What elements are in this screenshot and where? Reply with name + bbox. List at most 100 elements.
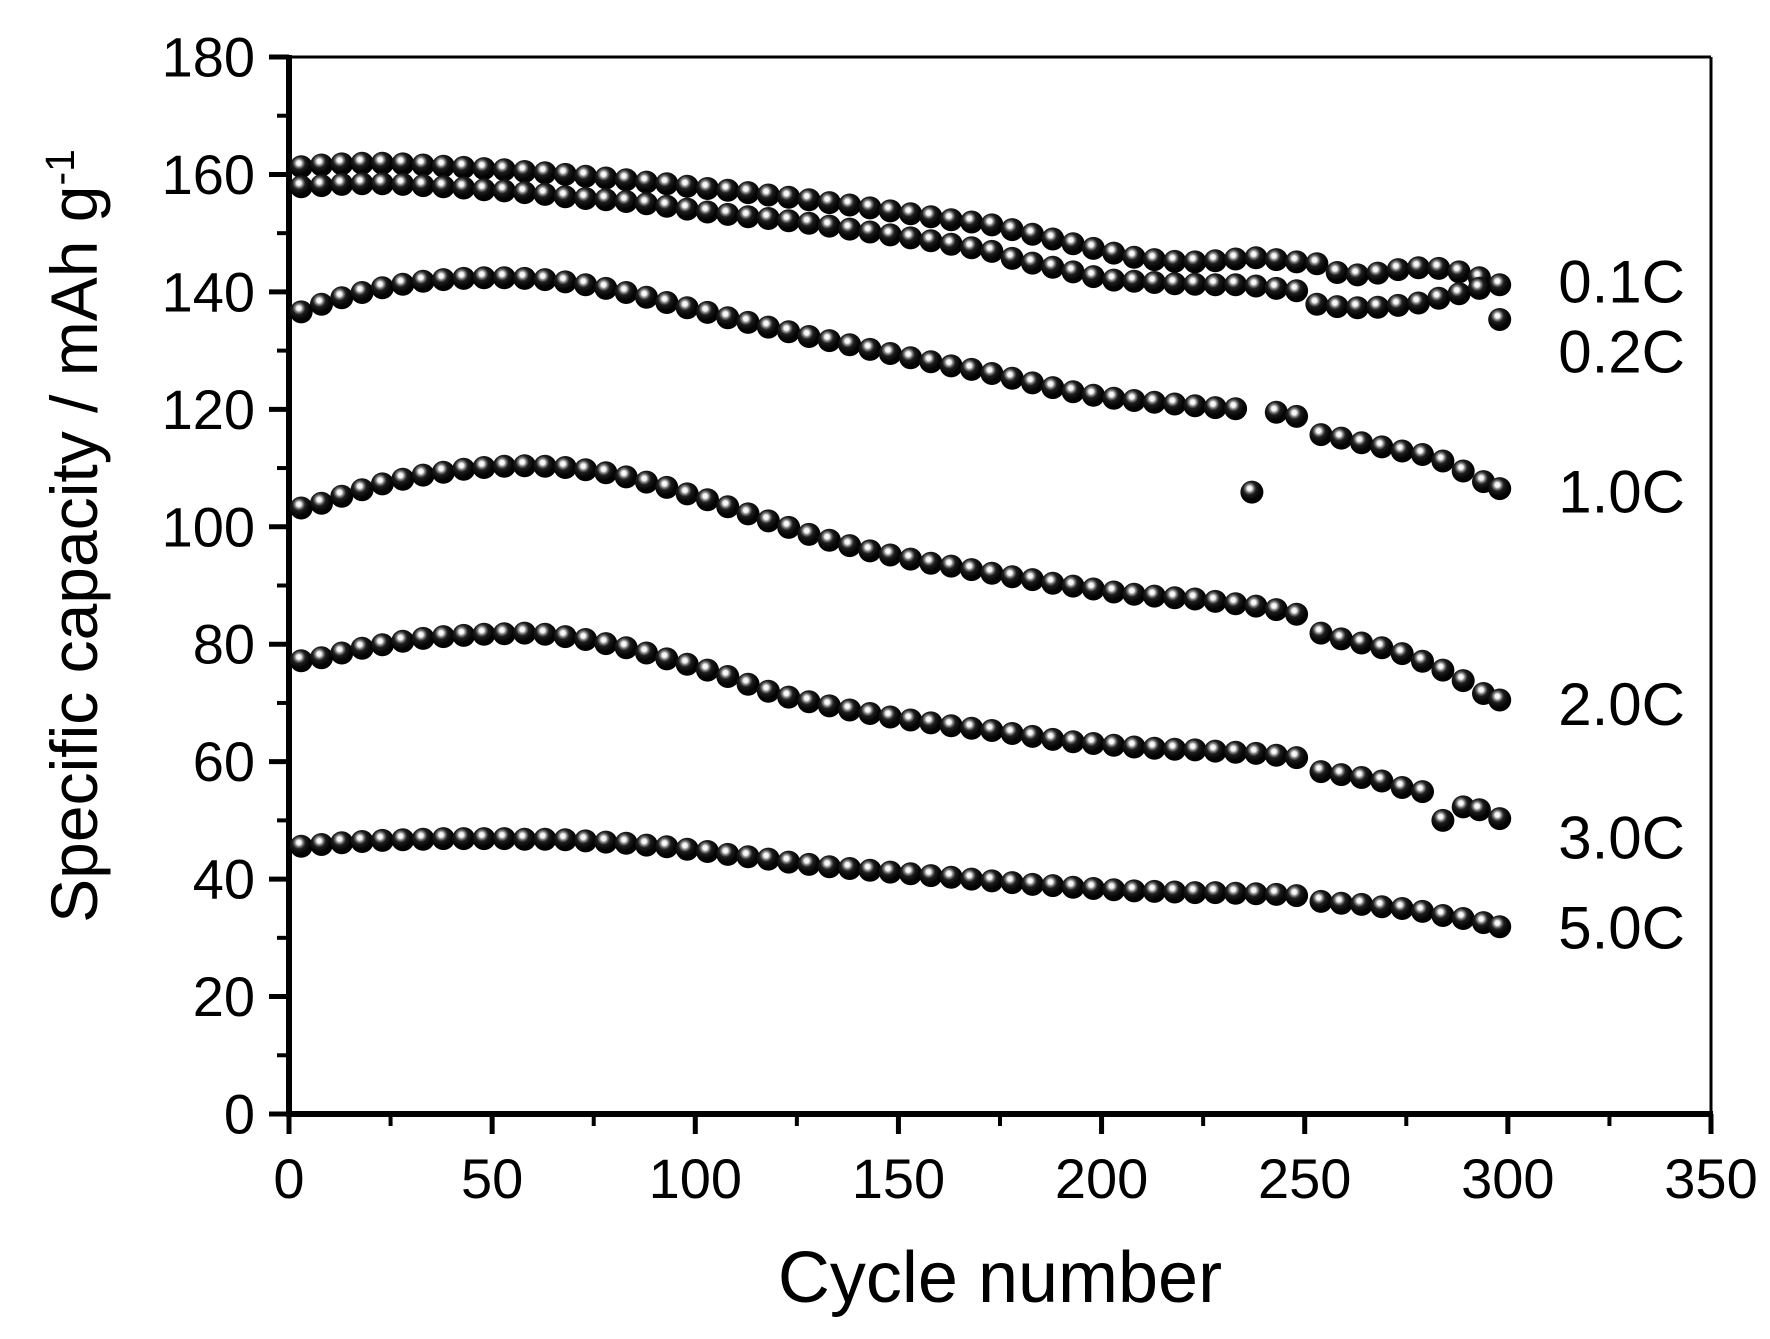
data-point (1203, 881, 1227, 905)
data-point (492, 266, 516, 290)
data-point (777, 850, 801, 874)
data-point (1081, 877, 1105, 900)
data-point (411, 174, 435, 198)
data-point (817, 528, 841, 552)
data-point (1061, 730, 1085, 754)
data-point (1203, 589, 1227, 613)
data-point (289, 155, 313, 179)
y-tick-label: 40 (193, 848, 255, 911)
data-point (1350, 766, 1374, 789)
data-point (635, 833, 658, 857)
data-point (553, 185, 577, 209)
data-point (1329, 891, 1353, 915)
data-point (1122, 582, 1146, 606)
data-point (1411, 649, 1434, 673)
data-point (1122, 245, 1146, 269)
data-point (1081, 577, 1105, 601)
data-point (391, 172, 415, 196)
data-point (736, 845, 760, 869)
data-point (696, 488, 719, 512)
data-point (1021, 872, 1044, 896)
data-point (1366, 261, 1390, 285)
data-point (533, 454, 557, 478)
data-point (1427, 256, 1451, 280)
data-point (1244, 594, 1268, 618)
data-point (1142, 271, 1166, 294)
data-point (1447, 260, 1471, 284)
data-point (289, 649, 313, 673)
data-point (411, 269, 435, 293)
data-point (838, 857, 862, 880)
data-point (817, 694, 841, 718)
data-point (1081, 236, 1105, 260)
data-point (1488, 688, 1512, 712)
data-point (756, 183, 780, 207)
data-point (1183, 881, 1207, 905)
data-point (492, 158, 516, 182)
y-tick-label: 100 (162, 495, 255, 558)
data-point (1390, 439, 1414, 463)
data-point (1386, 258, 1410, 282)
data-point (858, 220, 882, 244)
data-point (1224, 881, 1248, 905)
data-point (675, 837, 699, 861)
data-point (431, 175, 455, 199)
y-tick-label: 80 (193, 613, 255, 676)
data-point (1061, 260, 1085, 284)
data-point (1041, 571, 1065, 595)
data-point (614, 281, 638, 304)
data-point (1041, 874, 1065, 898)
data-point (838, 534, 862, 558)
data-point (1325, 295, 1349, 319)
data-point (858, 702, 882, 725)
data-point (452, 827, 476, 851)
y-tick-label: 60 (193, 730, 255, 793)
data-point (1244, 274, 1268, 298)
y-tick-label: 160 (162, 143, 255, 206)
x-tick-label: 250 (1258, 1147, 1351, 1210)
data-point (1305, 292, 1329, 316)
data-point (1203, 739, 1227, 763)
data-point (838, 698, 862, 722)
data-point (431, 460, 455, 484)
y-tick-label: 140 (162, 260, 255, 323)
data-point (960, 867, 984, 891)
data-point (431, 268, 455, 292)
data-point (1451, 907, 1475, 930)
data-point (1386, 293, 1410, 317)
data-point (533, 161, 557, 185)
data-point (553, 625, 577, 649)
data-point (370, 151, 394, 175)
data-point (919, 551, 943, 575)
data-point (797, 852, 821, 876)
data-point (838, 217, 862, 241)
data-point (1203, 396, 1227, 420)
data-point (310, 833, 333, 856)
data-point (980, 561, 1004, 585)
data-point (370, 633, 394, 657)
data-point (1264, 882, 1288, 906)
data-point (1081, 732, 1105, 755)
data-point (1411, 443, 1434, 466)
data-point (1142, 736, 1166, 760)
data-point (858, 337, 882, 361)
data-point (330, 172, 354, 196)
data-point (1488, 273, 1512, 297)
data-point (1488, 807, 1512, 831)
data-point (472, 827, 496, 851)
data-point (1224, 273, 1248, 297)
data-point (1350, 892, 1374, 916)
data-point (675, 174, 699, 198)
data-point (1264, 400, 1288, 424)
data-point (553, 162, 577, 186)
data-point (1431, 449, 1455, 473)
data-point (899, 226, 923, 250)
data-point (1102, 386, 1126, 410)
data-point (1122, 269, 1146, 293)
data-point (1021, 568, 1044, 592)
data-point (492, 454, 516, 478)
data-point (391, 828, 415, 852)
data-point (594, 632, 618, 656)
